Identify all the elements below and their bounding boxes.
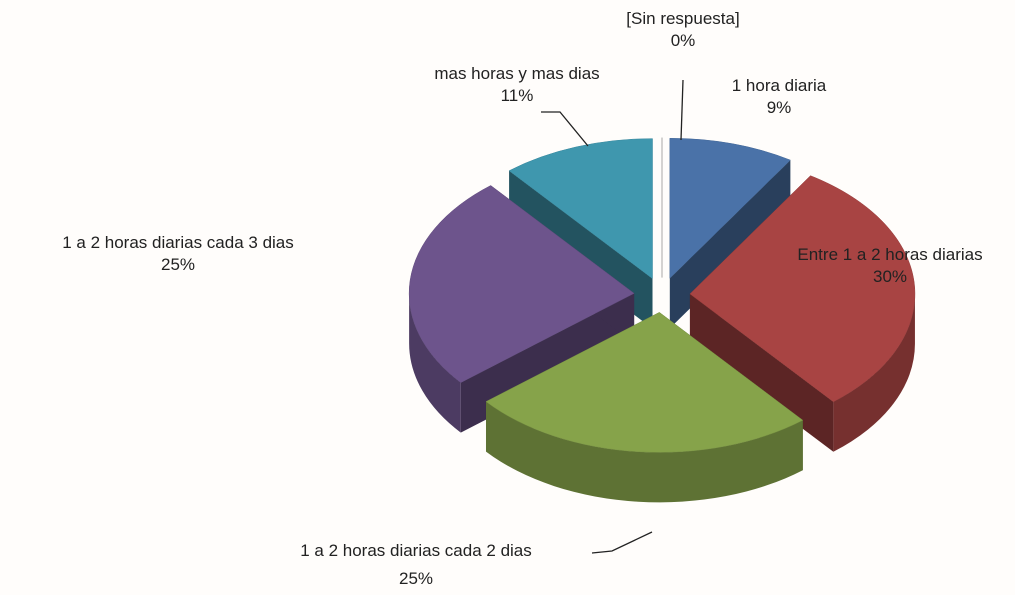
data-label: [Sin respuesta] 0% [583,8,783,52]
slice-side [689,293,834,452]
data-label: mas horas y mas dias 11% [387,63,647,107]
value-label: 0% [670,31,696,50]
category-label: mas horas y mas dias [434,64,600,83]
category-label: 1 a 2 horas diarias cada 2 dias [300,541,532,560]
category-label: [Sin respuesta] [626,9,740,28]
data-label: Entre 1 a 2 horas diarias 30% [795,244,985,288]
leader-line [680,79,684,141]
data-label: 1 a 2 horas diarias cada 3 dias 25% [0,232,358,276]
category-label: 1 hora diaria [731,76,827,95]
slice [689,175,916,403]
leader-line [591,531,653,554]
slice-wall [485,401,803,503]
slice [669,138,791,279]
leader-line [541,111,589,147]
slice-wall [833,293,915,452]
value-label: 30% [872,267,908,286]
data-label: 1 a 2 horas diarias cada 2 dias 25% [226,540,606,590]
category-label: Entre 1 a 2 horas diarias [797,245,983,264]
value-label: 25% [160,255,196,274]
slice-wall [409,293,461,433]
slice [508,138,653,280]
slices [408,137,916,503]
data-label: 1 hora diaria 9% [679,75,879,119]
value-label: 11% [500,86,534,105]
value-label: 9% [766,98,792,117]
value-label: 25% [398,569,434,588]
slice [408,185,635,383]
category-label: 1 a 2 horas diarias cada 3 dias [62,233,294,252]
slice [485,312,804,453]
